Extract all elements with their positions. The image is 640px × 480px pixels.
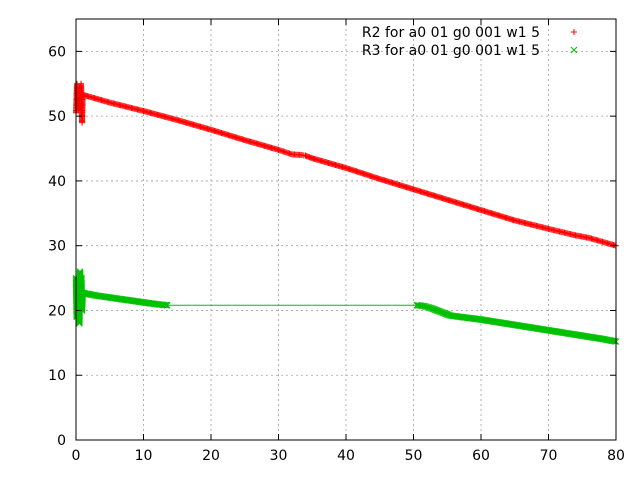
legend: R2 for a0 01 g0 001 w1 5 R3 for a0 01 g0 … <box>362 25 578 59</box>
x-tick-label: 30 <box>270 448 288 464</box>
y-tick-label: 40 <box>48 174 66 190</box>
x-tick-label: 20 <box>202 448 220 464</box>
x-tick-label: 0 <box>72 448 81 464</box>
y-tick-label: 50 <box>48 109 66 125</box>
plus-marker <box>571 29 577 35</box>
x-tick-label: 60 <box>472 448 490 464</box>
grid <box>76 19 616 440</box>
cross-marker <box>570 46 578 54</box>
cross-marker <box>163 301 171 309</box>
y-tick-label: 60 <box>48 44 66 60</box>
y-tick-label: 20 <box>48 303 66 319</box>
cross-marker <box>418 302 426 310</box>
y-tick-label: 30 <box>48 239 66 255</box>
x-tick-label: 10 <box>135 448 153 464</box>
series-2 <box>72 268 620 345</box>
x-tick-label: 80 <box>607 448 625 464</box>
cross-marker <box>611 337 619 345</box>
cross-marker <box>161 301 168 309</box>
series-layer <box>72 80 620 345</box>
ticks: 0 10 20 30 40 50 60 70 80 0 10 20 30 40 50 60 <box>48 19 625 464</box>
legend-label-1: R2 for a0 01 g0 001 w1 5 <box>362 25 540 41</box>
legend-label-2: R3 for a0 01 g0 001 w1 5 <box>362 43 540 59</box>
y-tick-label: 10 <box>48 368 66 384</box>
x-tick-label: 70 <box>540 448 558 464</box>
series-1 <box>73 80 619 249</box>
x-tick-label: 40 <box>337 448 355 464</box>
cross-marker <box>162 301 170 309</box>
x-tick-label: 50 <box>405 448 423 464</box>
y-tick-label: 0 <box>57 433 66 449</box>
